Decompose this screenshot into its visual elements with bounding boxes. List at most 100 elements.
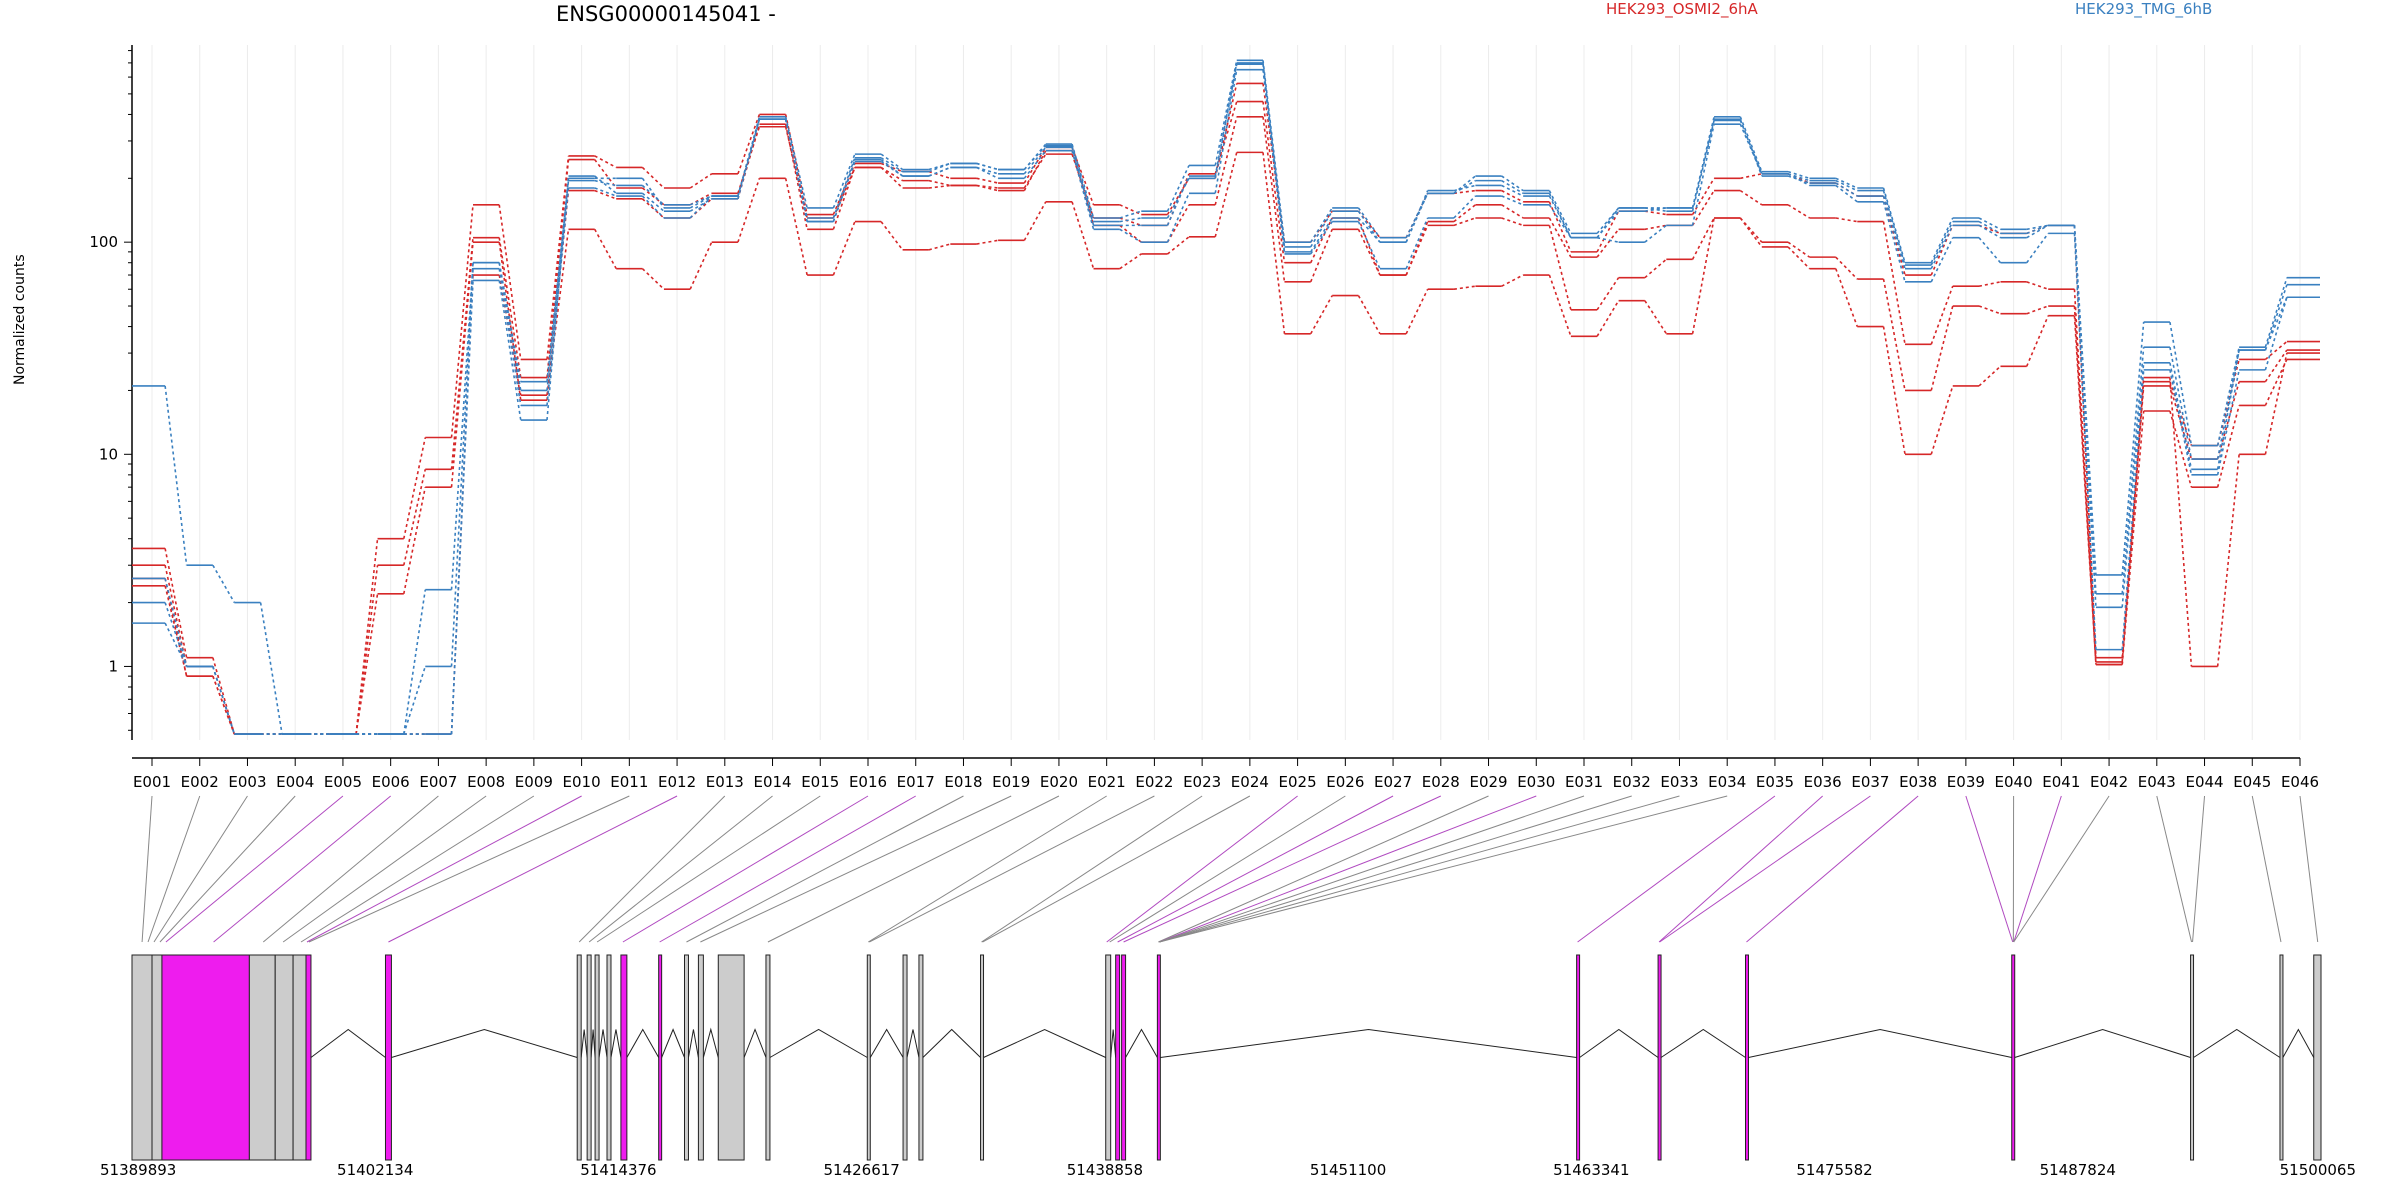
series-connector (1978, 281, 2001, 287)
series-connector (1453, 204, 1476, 223)
series-connector (1787, 204, 1810, 219)
intron-line (906, 1029, 920, 1058)
series-connector (2121, 322, 2145, 575)
series-connector (403, 666, 427, 735)
series-connector (1071, 147, 1095, 226)
exon-box (576, 954, 582, 1161)
exon-link (1658, 795, 1823, 943)
x-tick-label: E046 (2281, 773, 2319, 791)
series-connector (1166, 175, 1190, 226)
x-tick-label: E023 (1183, 773, 1221, 791)
exon-link (2013, 795, 2110, 943)
genome-coordinate-label: 51414376 (580, 1161, 656, 1179)
series-connector (498, 280, 522, 421)
series-connector (1930, 305, 1954, 391)
intron-line (2193, 1028, 2281, 1058)
series-connector (1119, 224, 1142, 243)
exon-link (1746, 795, 1919, 943)
series-connector (1596, 277, 1620, 311)
series-connector (976, 166, 999, 180)
x-tick-label: E040 (1995, 773, 2033, 791)
exon-box (1115, 954, 1121, 1161)
series-connector (1405, 225, 1429, 276)
series-connector (546, 229, 570, 396)
series-connector (1787, 175, 1810, 184)
series-connector (403, 589, 427, 735)
series-connector (1357, 221, 1381, 269)
series-connector (641, 166, 665, 189)
intron-line (626, 1028, 660, 1058)
series-connector (880, 157, 904, 173)
series-connector (1501, 204, 1524, 219)
series-1 (132, 82, 2320, 735)
intron-line (1160, 1028, 1577, 1058)
series-connector (403, 469, 427, 566)
exon-link (1577, 795, 1776, 943)
series-connector (1548, 190, 1572, 234)
series-connector (641, 177, 665, 209)
series-connector (1453, 195, 1476, 219)
series-connector (1453, 184, 1476, 192)
series-connector (641, 187, 665, 206)
series-connector (1835, 184, 1858, 203)
exon-box (384, 954, 392, 1161)
exon-link (596, 795, 821, 943)
exon-box (980, 954, 985, 1161)
intron-line (922, 1028, 981, 1058)
series-connector (1453, 189, 1476, 195)
x-tick-label: E007 (419, 773, 457, 791)
series-connector (164, 578, 188, 667)
series-connector (1214, 101, 1238, 175)
exon-link (1106, 795, 1298, 943)
series-connector (1548, 201, 1572, 253)
intron-line (1579, 1028, 1659, 1058)
series-connector (1930, 237, 1954, 283)
series-connector (1453, 179, 1476, 194)
series-connector (1930, 225, 1954, 270)
series-connector (2121, 385, 2145, 663)
exon-box (866, 954, 871, 1161)
x-tick-label: E030 (1517, 773, 1555, 791)
intron-line (2282, 1028, 2315, 1058)
series-connector (2169, 377, 2193, 667)
exon-link (2299, 795, 2319, 943)
series-connector (1405, 217, 1429, 269)
series-connector (498, 242, 522, 401)
series-connector (546, 175, 570, 421)
exon-link (1659, 795, 1871, 943)
exon-box (2313, 954, 2322, 1161)
x-tick-label: E036 (1804, 773, 1842, 791)
legend-label-osmi2: HEK293_OSMI2_6hA (1606, 0, 1758, 18)
exon-box (2190, 954, 2195, 1161)
exon-link (981, 795, 1203, 943)
series-connector (1119, 217, 1142, 227)
series-connector (1071, 153, 1095, 219)
x-tick-label: E027 (1374, 773, 1412, 791)
intron-line (610, 1029, 622, 1058)
series-connector (2264, 340, 2288, 361)
intron-line (391, 1028, 578, 1058)
series-connector (1501, 175, 1524, 192)
series-connector (1787, 173, 1810, 182)
x-tick-label: E016 (849, 773, 887, 791)
series-connector (737, 114, 761, 175)
series-connector (1548, 192, 1572, 239)
series-connector (689, 198, 713, 219)
x-tick-label: E001 (133, 773, 171, 791)
series-connector (832, 221, 856, 276)
intron-line (687, 1029, 699, 1058)
genome-coordinate-label: 51475582 (1796, 1161, 1872, 1179)
series-connector (928, 179, 951, 187)
series-connector (832, 161, 856, 222)
series-connector (976, 166, 999, 175)
series-3 (132, 115, 2320, 735)
series-connector (737, 118, 761, 197)
series-connector (1882, 278, 1906, 391)
series-connector (164, 565, 188, 667)
genome-coordinate-label: 51463341 (1553, 1161, 1629, 1179)
series-connector (2073, 225, 2097, 608)
exon-box (606, 954, 612, 1161)
exon-link (388, 795, 678, 943)
series-connector (1691, 190, 1715, 226)
series-connector (880, 153, 904, 171)
